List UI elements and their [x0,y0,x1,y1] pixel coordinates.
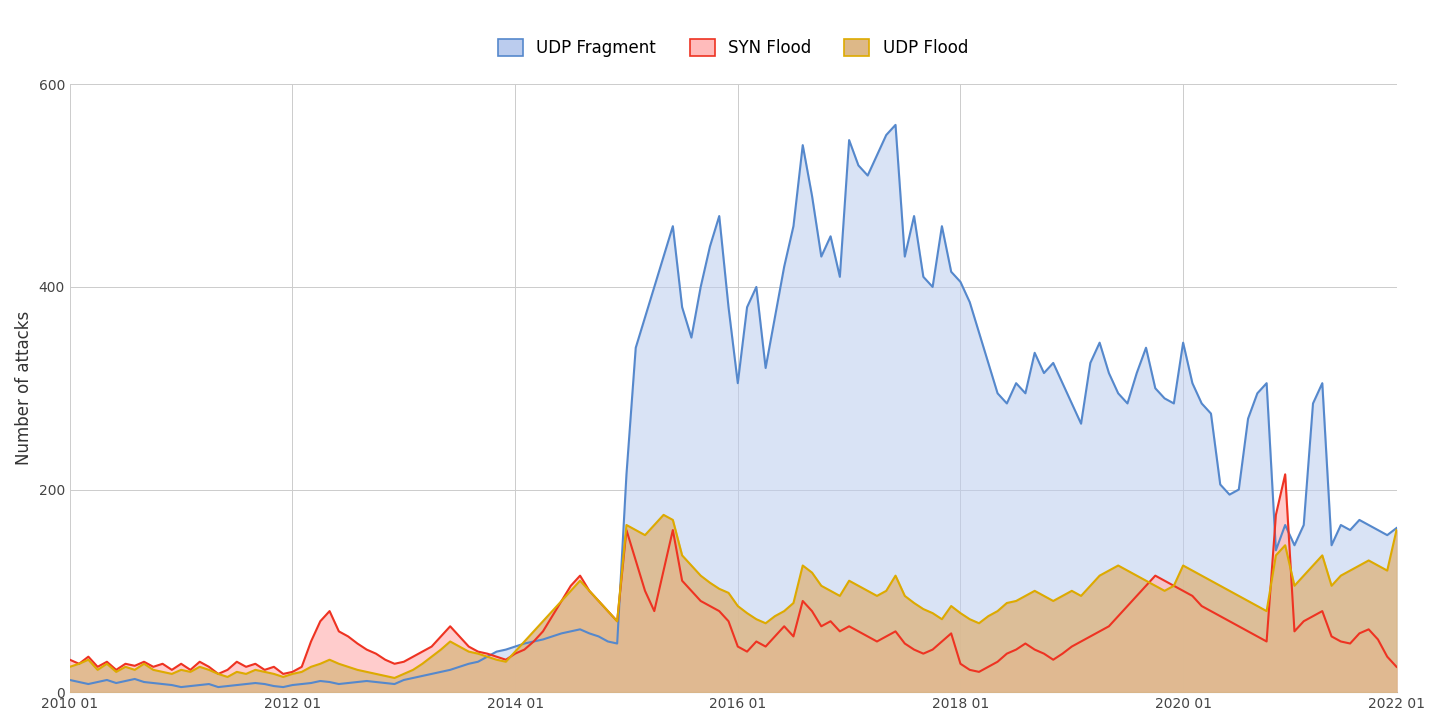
Legend: UDP Fragment, SYN Flood, UDP Flood: UDP Fragment, SYN Flood, UDP Flood [491,32,975,63]
Y-axis label: Number of attacks: Number of attacks [14,311,33,465]
